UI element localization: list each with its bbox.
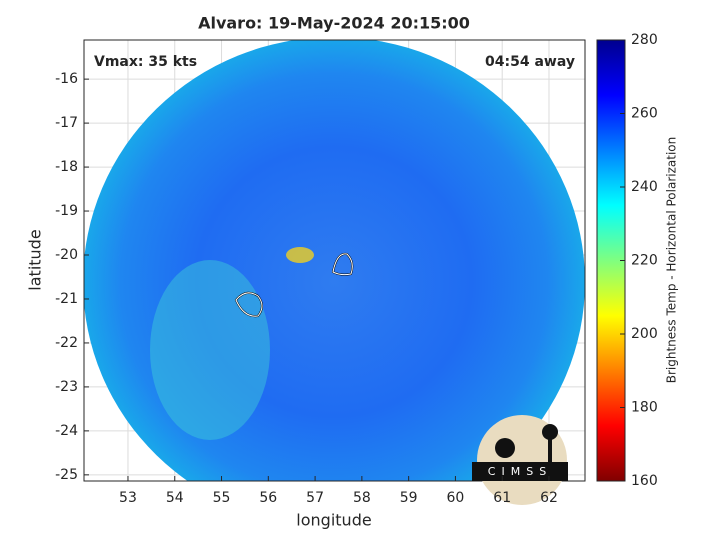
plot-frame (83, 39, 586, 482)
colorbar-tick-label: 180 (631, 400, 658, 416)
y-tick-label: -16 (55, 71, 78, 87)
colorbar-tick-label: 260 (631, 106, 658, 122)
y-tick-label: -19 (55, 203, 78, 219)
y-tick-label: -20 (55, 247, 78, 263)
colorbar-label: Brightness Temp - Horizontal Polarizatio… (665, 137, 679, 384)
annotation: 04:54 away (485, 54, 575, 70)
x-tick-label: 54 (166, 490, 184, 506)
y-axis-label: latitude (26, 229, 45, 290)
y-tick-label: -23 (55, 379, 78, 395)
logo (472, 415, 568, 505)
y-tick-label: -24 (55, 423, 78, 439)
y-tick-label: -25 (55, 467, 78, 483)
annotation: Vmax: 35 kts (94, 54, 197, 70)
colorbar-tick-label: 200 (631, 326, 658, 342)
colorbar-tick-label: 240 (631, 179, 658, 195)
logo-text: CIMSS (488, 465, 552, 478)
x-tick-label: 60 (447, 490, 465, 506)
x-tick-label: 62 (540, 490, 558, 506)
colorbar-tick-label: 220 (631, 253, 658, 269)
x-tick-label: 61 (493, 490, 511, 506)
y-tick-label: -21 (55, 291, 78, 307)
y-tick-label: -22 (55, 335, 78, 351)
x-tick-label: 53 (119, 490, 137, 506)
colorbar-tick-label: 160 (631, 473, 658, 489)
x-tick-label: 56 (259, 490, 277, 506)
x-tick-label: 55 (213, 490, 231, 506)
x-tick-label: 57 (306, 490, 324, 506)
brightness-field (84, 40, 585, 481)
x-axis-label: longitude (296, 511, 371, 530)
y-tick-label: -18 (55, 159, 78, 175)
chart-title: Alvaro: 19-May-2024 20:15:00 (198, 14, 470, 33)
y-tick-label: -17 (55, 115, 78, 131)
colorbar-tick-label: 280 (631, 32, 658, 48)
x-tick-label: 58 (353, 490, 371, 506)
x-tick-label: 59 (400, 490, 418, 506)
